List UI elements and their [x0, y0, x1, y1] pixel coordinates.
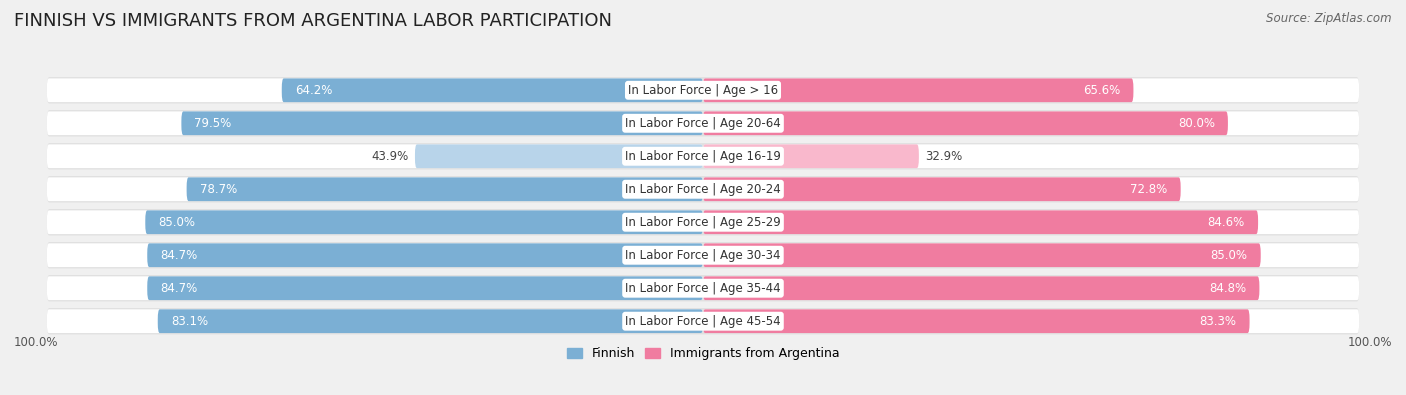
FancyBboxPatch shape	[148, 243, 703, 267]
FancyBboxPatch shape	[46, 209, 1360, 235]
FancyBboxPatch shape	[46, 275, 1360, 301]
Text: In Labor Force | Age > 16: In Labor Force | Age > 16	[628, 84, 778, 97]
FancyBboxPatch shape	[703, 145, 920, 168]
FancyBboxPatch shape	[703, 79, 1133, 102]
Text: 85.0%: 85.0%	[159, 216, 195, 229]
FancyBboxPatch shape	[46, 77, 1360, 103]
FancyBboxPatch shape	[46, 143, 1360, 169]
Text: 100.0%: 100.0%	[1347, 336, 1392, 349]
Legend: Finnish, Immigrants from Argentina: Finnish, Immigrants from Argentina	[561, 342, 845, 365]
Text: 84.8%: 84.8%	[1209, 282, 1246, 295]
FancyBboxPatch shape	[281, 79, 703, 102]
FancyBboxPatch shape	[703, 243, 1261, 267]
FancyBboxPatch shape	[703, 79, 1360, 102]
FancyBboxPatch shape	[46, 211, 703, 234]
FancyBboxPatch shape	[46, 243, 703, 267]
Text: In Labor Force | Age 16-19: In Labor Force | Age 16-19	[626, 150, 780, 163]
FancyBboxPatch shape	[181, 111, 703, 135]
FancyBboxPatch shape	[46, 242, 1360, 269]
FancyBboxPatch shape	[703, 145, 1360, 168]
FancyBboxPatch shape	[703, 276, 1360, 300]
FancyBboxPatch shape	[703, 309, 1250, 333]
FancyBboxPatch shape	[46, 309, 703, 333]
FancyBboxPatch shape	[415, 145, 703, 168]
Text: In Labor Force | Age 45-54: In Labor Force | Age 45-54	[626, 315, 780, 328]
Text: 78.7%: 78.7%	[200, 183, 238, 196]
Text: 80.0%: 80.0%	[1178, 117, 1215, 130]
FancyBboxPatch shape	[703, 211, 1258, 234]
Text: 72.8%: 72.8%	[1130, 183, 1167, 196]
Text: 83.3%: 83.3%	[1199, 315, 1236, 328]
FancyBboxPatch shape	[46, 308, 1360, 335]
Text: 43.9%: 43.9%	[371, 150, 408, 163]
Text: 100.0%: 100.0%	[14, 336, 59, 349]
FancyBboxPatch shape	[703, 276, 1260, 300]
FancyBboxPatch shape	[703, 309, 1360, 333]
FancyBboxPatch shape	[703, 211, 1360, 234]
FancyBboxPatch shape	[703, 177, 1360, 201]
Text: Source: ZipAtlas.com: Source: ZipAtlas.com	[1267, 12, 1392, 25]
FancyBboxPatch shape	[157, 309, 703, 333]
Text: FINNISH VS IMMIGRANTS FROM ARGENTINA LABOR PARTICIPATION: FINNISH VS IMMIGRANTS FROM ARGENTINA LAB…	[14, 12, 612, 30]
Text: 85.0%: 85.0%	[1211, 249, 1247, 262]
Text: 84.6%: 84.6%	[1208, 216, 1244, 229]
Text: 84.7%: 84.7%	[160, 282, 198, 295]
FancyBboxPatch shape	[187, 177, 703, 201]
Text: In Labor Force | Age 20-64: In Labor Force | Age 20-64	[626, 117, 780, 130]
Text: 32.9%: 32.9%	[925, 150, 963, 163]
FancyBboxPatch shape	[46, 111, 703, 135]
FancyBboxPatch shape	[46, 177, 703, 201]
Text: 65.6%: 65.6%	[1083, 84, 1121, 97]
Text: 64.2%: 64.2%	[295, 84, 332, 97]
Text: 83.1%: 83.1%	[172, 315, 208, 328]
FancyBboxPatch shape	[703, 177, 1181, 201]
FancyBboxPatch shape	[46, 79, 703, 102]
FancyBboxPatch shape	[145, 211, 703, 234]
FancyBboxPatch shape	[46, 110, 1360, 136]
FancyBboxPatch shape	[703, 111, 1360, 135]
FancyBboxPatch shape	[46, 176, 1360, 203]
Text: 79.5%: 79.5%	[194, 117, 232, 130]
Text: In Labor Force | Age 20-24: In Labor Force | Age 20-24	[626, 183, 780, 196]
FancyBboxPatch shape	[703, 243, 1360, 267]
Text: In Labor Force | Age 30-34: In Labor Force | Age 30-34	[626, 249, 780, 262]
FancyBboxPatch shape	[46, 145, 703, 168]
FancyBboxPatch shape	[148, 276, 703, 300]
Text: In Labor Force | Age 35-44: In Labor Force | Age 35-44	[626, 282, 780, 295]
FancyBboxPatch shape	[703, 111, 1227, 135]
Text: In Labor Force | Age 25-29: In Labor Force | Age 25-29	[626, 216, 780, 229]
Text: 84.7%: 84.7%	[160, 249, 198, 262]
FancyBboxPatch shape	[46, 276, 703, 300]
